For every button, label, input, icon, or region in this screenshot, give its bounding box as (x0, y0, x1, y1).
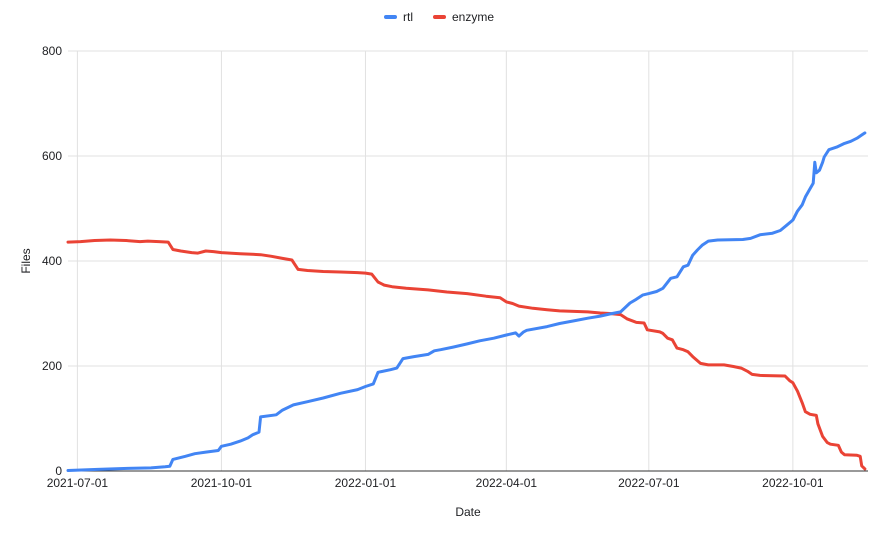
x-tick-label: 2021-07-01 (47, 476, 109, 490)
series-line-enzyme (66, 238, 867, 471)
legend-label-rtl: rtl (402, 10, 413, 24)
enzyme-series-swatch-icon (432, 15, 446, 19)
y-tick-label: 800 (42, 44, 62, 58)
y-tick-label: 0 (55, 464, 62, 478)
chart-legend: rtl enzyme (0, 10, 878, 24)
series-line-rtl (66, 131, 867, 472)
x-tick-label: 2021-10-01 (191, 476, 253, 490)
x-tick-label: 2022-07-01 (618, 476, 680, 490)
x-axis-title: Date (455, 505, 481, 519)
y-axis-title: Files (19, 248, 33, 274)
legend-label-enzyme: enzyme (451, 10, 495, 24)
y-tick-label: 600 (42, 149, 62, 163)
y-tick-label: 400 (42, 254, 62, 268)
x-tick-label: 2022-04-01 (476, 476, 538, 490)
legend-item-rtl[interactable]: rtl (383, 10, 413, 24)
legend-item-enzyme[interactable]: enzyme (432, 10, 495, 24)
x-tick-label: 2022-10-01 (762, 476, 824, 490)
y-tick-label: 200 (42, 359, 62, 373)
rtl-series-swatch-icon (383, 15, 397, 19)
x-tick-label: 2022-01-01 (335, 476, 397, 490)
